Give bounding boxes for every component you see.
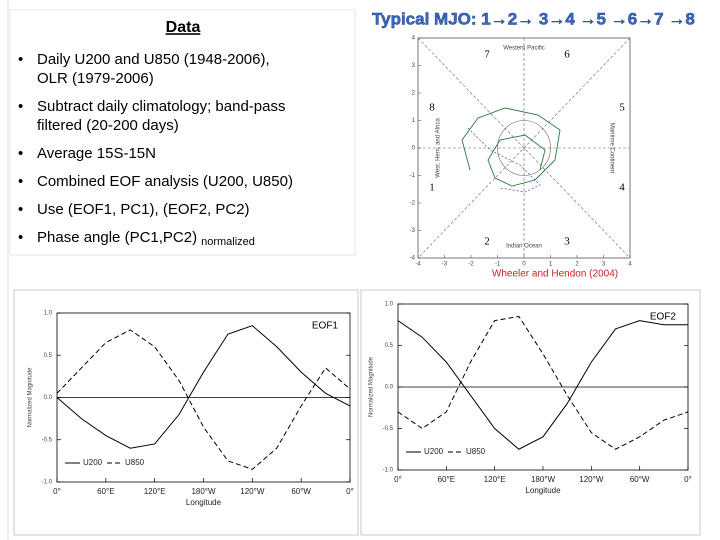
y-tick-label: 0.0 xyxy=(385,385,394,391)
region-label: West. Hem. and Africa xyxy=(436,118,442,178)
legend-label: U850 xyxy=(466,447,486,456)
y-tick-label: 0.5 xyxy=(385,343,394,349)
x-tick-label: -1 xyxy=(495,262,501,268)
y-tick-label: 0.5 xyxy=(44,353,53,359)
unit-circle xyxy=(497,120,551,176)
citation: Wheeler and Hendon (2004) xyxy=(492,269,618,280)
x-tick-label: 120°W xyxy=(240,487,265,496)
bullet-dot: • xyxy=(18,51,23,68)
x-tick-label: 180°W xyxy=(191,487,216,496)
data-title: Data xyxy=(166,19,201,36)
x-tick-label: 120°E xyxy=(484,475,506,484)
x-tick-label: 60°W xyxy=(291,487,311,496)
y-tick-label: -1.0 xyxy=(383,468,394,474)
phase-number: 8 xyxy=(429,102,435,114)
x-tick-label: 0 xyxy=(522,262,526,268)
y-tick-label: 3 xyxy=(412,63,416,69)
bullet-text: Daily U200 and U850 (1948-2006), xyxy=(37,51,270,68)
y-tick-label: 4 xyxy=(412,36,416,42)
legend-label: U200 xyxy=(83,458,103,467)
y-tick-label: -1.0 xyxy=(42,480,53,486)
x-tick-label: 2 xyxy=(575,262,579,268)
x-tick-label: 60°E xyxy=(438,475,455,484)
bullet-text: Phase angle (PC1,PC2) xyxy=(37,229,197,246)
x-tick-label: 0° xyxy=(684,475,692,484)
x-tick-label: -3 xyxy=(442,262,448,268)
series-line xyxy=(397,315,689,450)
x-tick-label: 120°W xyxy=(579,475,604,484)
bullet-dot: • xyxy=(18,173,23,190)
chart-frame xyxy=(13,289,359,536)
mjo-title: Typical MJO: 1→2→ 3→4 →5 →6→7 →8 xyxy=(372,9,695,28)
x-tick-label: 60°E xyxy=(97,487,114,496)
x-tick-label: 0° xyxy=(346,487,354,496)
x-tick-label: 120°E xyxy=(144,487,166,496)
phase-number: 7 xyxy=(484,49,490,61)
y-axis-label: Normalized Magnitude xyxy=(369,356,375,417)
region-label: Maritime Continent xyxy=(608,123,614,174)
y-axis-label: Normalized Magnitude xyxy=(28,367,34,428)
phase-number: 5 xyxy=(619,102,625,114)
bullet-text: Use (EOF1, PC1), (EOF2, PC2) xyxy=(37,201,250,218)
bullet-text: Combined EOF analysis (U200, U850) xyxy=(37,173,293,190)
phase-number: 2 xyxy=(484,236,490,248)
x-tick-label: 3 xyxy=(602,262,606,268)
y-tick-label: -2 xyxy=(410,201,416,207)
y-tick-label: -4 xyxy=(410,256,416,262)
subscript: normalized xyxy=(201,236,255,248)
y-tick-label: 0.0 xyxy=(44,395,53,401)
phase-number: 1 xyxy=(429,182,435,194)
y-tick-label: 1 xyxy=(412,118,416,124)
bullet-text: filtered (20-200 days) xyxy=(37,117,179,134)
y-tick-label: -3 xyxy=(410,228,416,234)
bullet-text: OLR (1979-2006) xyxy=(37,70,154,87)
y-tick-label: 1.0 xyxy=(385,302,394,308)
bullet-dot: • xyxy=(18,145,23,162)
chart-frame xyxy=(360,289,701,536)
bullet-text: Average 15S-15N xyxy=(37,145,156,162)
y-tick-label: -0.5 xyxy=(383,426,394,432)
phase-diagram: -4-4 -3 -3 -2 -2 -1 -1 0 0 1 1 2 2 3 3 4 4 1 2 3 4 5 6 7 8 Wester… xyxy=(410,36,633,268)
bullet-dot: • xyxy=(18,201,23,218)
bullet-text: Subtract daily climatology; band-pass xyxy=(37,98,285,115)
bullet-text: Phase angle (PC1,PC2) normalized xyxy=(37,229,255,248)
region-label: Western Pacific xyxy=(503,46,545,52)
y-tick-label: 1.0 xyxy=(44,311,53,317)
y-tick-label: -0.5 xyxy=(42,437,53,443)
series-line xyxy=(56,325,351,449)
x-axis-label: Longitude xyxy=(186,498,222,507)
y-tick-label: -1 xyxy=(410,173,416,179)
chart-title: EOF2 xyxy=(650,312,677,323)
x-tick-label: 60°W xyxy=(630,475,650,484)
x-tick-label: -2 xyxy=(468,262,474,268)
x-tick-label: 4 xyxy=(628,262,632,268)
phase-number: 3 xyxy=(564,236,570,248)
region-label: Indian Ocean xyxy=(506,244,542,250)
x-tick-label: -4 xyxy=(415,262,421,268)
x-tick-label: 0° xyxy=(53,487,61,496)
y-tick-label: 2 xyxy=(412,91,416,97)
phase-number: 6 xyxy=(564,49,570,61)
y-tick-label: 0 xyxy=(412,146,416,152)
bullet-dot: • xyxy=(18,98,23,115)
bullet-dot: • xyxy=(18,229,23,246)
legend-label: U200 xyxy=(424,447,444,456)
chart-title: EOF1 xyxy=(312,321,339,332)
x-tick-label: 0° xyxy=(394,475,402,484)
trajectory xyxy=(467,127,541,193)
x-axis-label: Longitude xyxy=(525,486,561,495)
data-box xyxy=(9,9,356,256)
legend-label: U850 xyxy=(125,458,145,467)
phase-number: 4 xyxy=(619,182,625,194)
x-tick-label: 180°W xyxy=(531,475,556,484)
x-tick-label: 1 xyxy=(549,262,553,268)
series-line xyxy=(397,320,688,450)
series-line xyxy=(56,329,351,470)
